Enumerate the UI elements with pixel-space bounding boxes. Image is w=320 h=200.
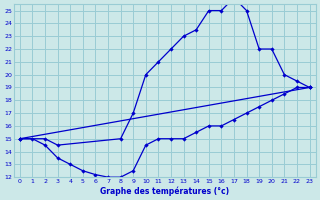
X-axis label: Graphe des températures (°c): Graphe des températures (°c) <box>100 186 229 196</box>
